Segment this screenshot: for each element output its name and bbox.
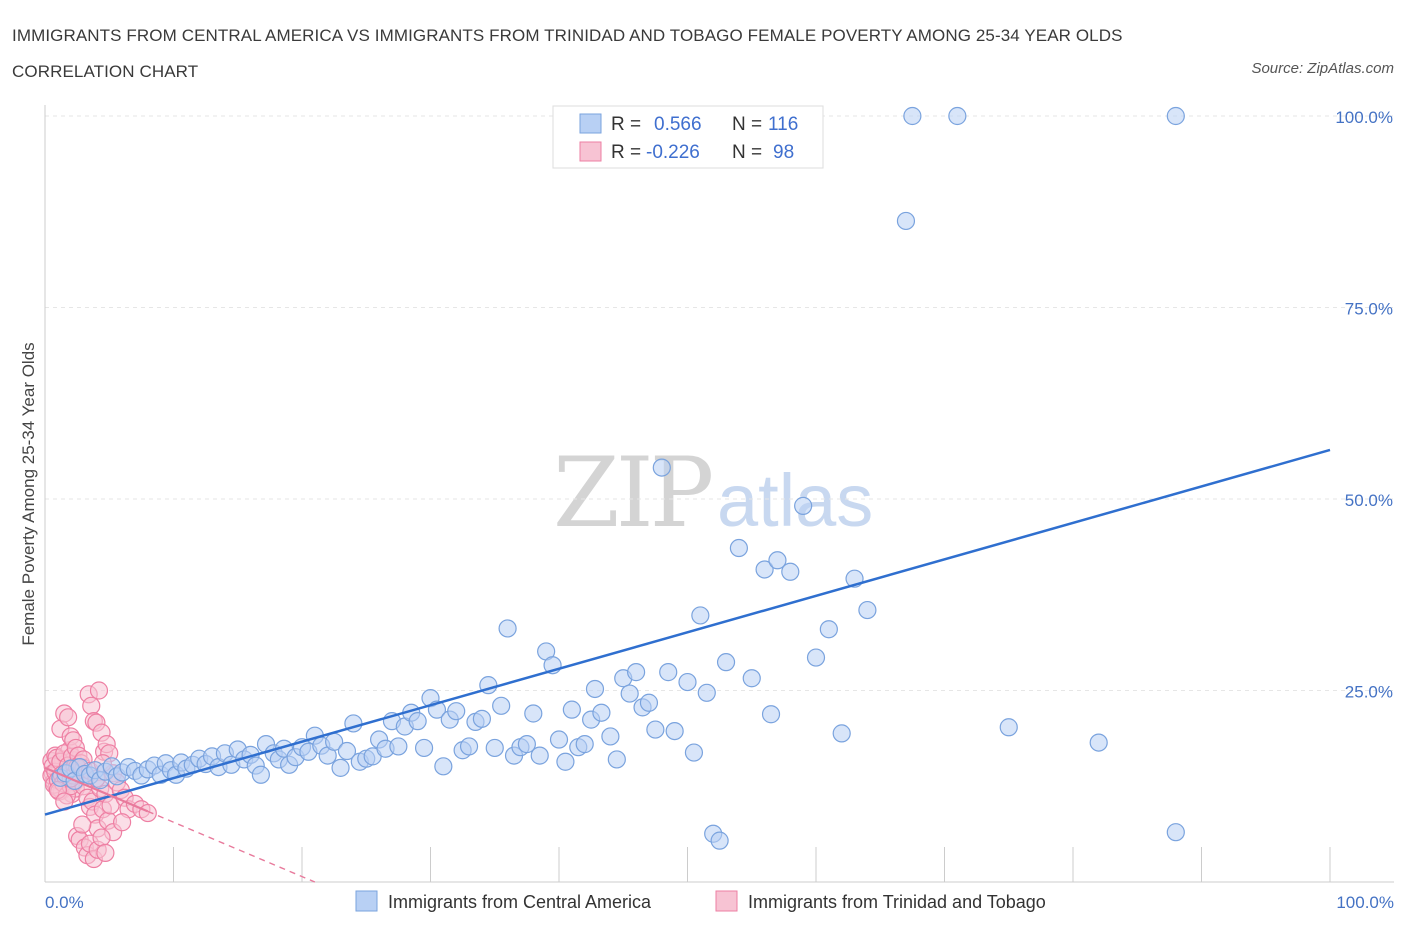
legend-top-n-value-blue: 116 (768, 114, 798, 135)
legend-label-central-america: Immigrants from Central America (388, 892, 652, 912)
legend-top-n-value-pink: 98 (773, 142, 794, 163)
legend-top: R = 0.566 N = 116 R = -0.226 N = 98 (552, 105, 824, 169)
central-america-point-96 (639, 693, 659, 712)
x-axis-ticks (44, 847, 1331, 882)
legend-top-swatch-blue (579, 113, 602, 134)
central-america-point-78 (524, 704, 543, 723)
trinidad-point-78 (92, 828, 111, 847)
central-america-point-35 (251, 765, 270, 784)
chart-title: IMMIGRANTS FROM CENTRAL AMERICA VS IMMIG… (12, 26, 1123, 81)
central-america-point-72 (485, 738, 504, 758)
central-america-point-117 (832, 724, 851, 743)
x-tick-label-min: 0.0% (45, 893, 84, 912)
legend-top-n-label-blue: N = (732, 114, 762, 135)
central-america-point-79 (530, 746, 549, 765)
central-america-point-116 (819, 620, 838, 639)
source-label: Source: ZipAtlas.com (1251, 60, 1394, 77)
trinidad-point-88 (112, 813, 132, 832)
trinidad-point-89 (138, 803, 157, 823)
central-america-point-107 (716, 653, 736, 672)
trend-lines (44, 448, 1331, 883)
central-america-point-99 (659, 663, 678, 682)
central-america-point-98 (652, 458, 671, 477)
central-america-point-93 (620, 684, 639, 703)
y-tick-label-75: 75.0% (1345, 300, 1393, 319)
central-america-point-123 (999, 718, 1018, 737)
central-america-point-57 (389, 737, 408, 756)
central-america-point-66 (447, 702, 466, 721)
watermark-zip: ZIP (553, 437, 712, 549)
central-america-point-94 (626, 663, 646, 682)
central-america-point-49 (337, 741, 357, 761)
central-america-point-61 (414, 738, 434, 758)
central-america-point-110 (755, 560, 774, 579)
central-america-point-77 (517, 735, 536, 754)
legend-swatch-central-america (355, 890, 378, 912)
central-america-point-106 (710, 831, 729, 850)
legend-label-trinidad: Immigrants from Trinidad and Tobago (748, 892, 1046, 912)
central-america-point-114 (794, 496, 813, 515)
central-america-point-119 (858, 600, 877, 620)
central-america-point-60 (408, 712, 427, 731)
central-america-point-89 (592, 703, 611, 722)
trend-line-trinidad-solid (44, 766, 149, 813)
legend-swatch-trinidad (715, 890, 738, 912)
legend-top-r-value-pink: -0.226 (646, 142, 700, 163)
central-america-point-68 (459, 737, 479, 756)
central-america-point-100 (665, 721, 684, 741)
y-axis-label: Female Poverty Among 25-34 Year Olds (19, 342, 38, 645)
central-america-point-74 (498, 619, 517, 638)
legend-top-n-label-pink: N = (732, 142, 762, 163)
central-america-point-102 (684, 743, 704, 762)
central-america-point-124 (1089, 733, 1108, 752)
central-america-point-126 (1166, 823, 1185, 842)
central-america-point-70 (472, 709, 491, 728)
central-america-point-64 (434, 757, 453, 776)
central-america-point-115 (806, 648, 826, 667)
legend-top-r-label-pink: R = (611, 142, 641, 163)
central-america-point-108 (729, 538, 749, 558)
legend-top-r-value-blue: 0.566 (654, 114, 702, 135)
legend-top-r-label-blue: R = (611, 114, 641, 135)
central-america-point-104 (697, 683, 716, 702)
trend-line-trinidad-dashed (147, 810, 316, 883)
y-tick-label-100: 100.0% (1335, 108, 1393, 127)
central-america-point-84 (562, 700, 581, 719)
trend-line-central-america (44, 448, 1331, 816)
central-america-point-120 (896, 211, 916, 231)
central-america-point-83 (556, 752, 575, 771)
central-america-point-113 (781, 562, 800, 581)
central-america-point-121 (903, 106, 922, 126)
central-america-point-90 (601, 727, 620, 746)
legend-bottom: Immigrants from Central America Immigran… (355, 890, 1046, 912)
central-america-point-97 (646, 720, 665, 739)
central-america-point-125 (1166, 106, 1185, 126)
trinidad-point-54 (89, 681, 109, 700)
central-america-point-88 (585, 679, 605, 699)
central-america-point-48 (331, 758, 350, 777)
trinidad-point-79 (96, 843, 115, 862)
watermark-atlas: atlas (717, 459, 873, 542)
central-america-point-112 (768, 551, 787, 570)
series-central-america-points (51, 106, 1185, 850)
central-america-point-111 (761, 705, 781, 724)
trinidad-point-51 (82, 696, 101, 715)
central-america-point-86 (575, 735, 594, 754)
trinidad-point-72 (73, 815, 92, 834)
grid-lines (45, 115, 1394, 691)
y-tick-label-50: 50.0% (1345, 491, 1393, 510)
central-america-point-103 (691, 606, 710, 625)
central-america-point-73 (492, 696, 511, 715)
central-america-point-82 (549, 730, 569, 749)
y-tick-labels: 25.0% 50.0% 75.0% 100.0% (1335, 108, 1393, 702)
legend-top-swatch-pink (579, 141, 602, 162)
x-tick-label-max: 100.0% (1336, 893, 1394, 912)
central-america-point-91 (607, 750, 626, 769)
trinidad-point-42 (59, 708, 78, 727)
central-america-point-101 (678, 672, 697, 692)
y-tick-label-25: 25.0% (1345, 683, 1393, 702)
central-america-point-122 (948, 106, 967, 126)
central-america-point-109 (742, 669, 761, 688)
